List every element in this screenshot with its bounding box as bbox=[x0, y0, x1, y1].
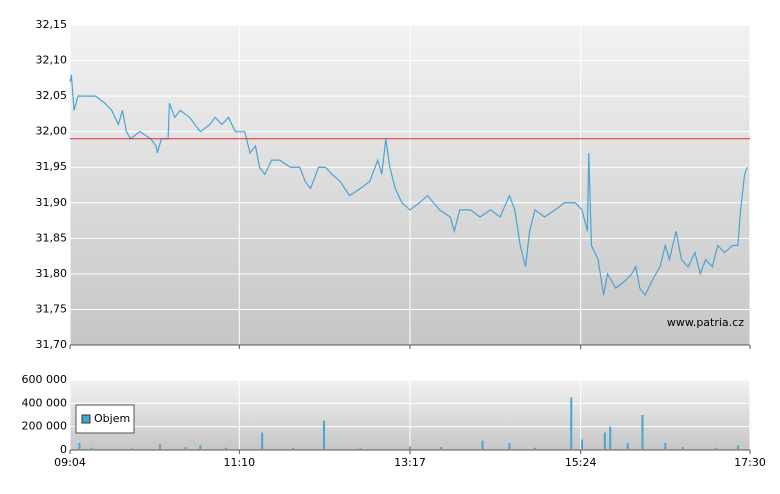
legend-swatch bbox=[81, 414, 91, 424]
volume-bar bbox=[609, 426, 612, 450]
y-tick-label: 32,00 bbox=[36, 125, 68, 138]
y-tick-label: 32,10 bbox=[36, 54, 68, 67]
volume-bar bbox=[90, 447, 93, 450]
y-tick-label: 31,75 bbox=[36, 302, 68, 315]
y-tick-label: 31,80 bbox=[36, 267, 68, 280]
y-tick-label: 400 000 bbox=[22, 396, 68, 409]
volume-bar bbox=[359, 448, 362, 450]
watermark: www.patria.cz bbox=[667, 316, 744, 329]
volume-bar bbox=[292, 447, 295, 450]
volume-bar bbox=[439, 447, 442, 450]
volume-bar bbox=[261, 432, 264, 450]
volume-bar bbox=[224, 447, 227, 450]
volume-bar bbox=[184, 447, 187, 450]
y-tick-label: 31,85 bbox=[36, 231, 68, 244]
y-tick-label: 32,15 bbox=[36, 18, 68, 31]
y-tick-label: 31,70 bbox=[36, 338, 68, 351]
y-tick-label: 32,05 bbox=[36, 89, 68, 102]
x-tick-label: 13:17 bbox=[394, 456, 426, 469]
volume-bar bbox=[581, 439, 584, 450]
volume-bar bbox=[715, 447, 718, 450]
volume-bar bbox=[603, 432, 606, 450]
volume-bar bbox=[736, 445, 739, 450]
volume-bar bbox=[533, 447, 536, 450]
legend-label: Objem bbox=[94, 412, 130, 425]
volume-bar bbox=[681, 447, 684, 450]
volume-bar bbox=[570, 397, 573, 450]
volume-bar bbox=[159, 444, 162, 450]
y-tick-label: 200 000 bbox=[22, 420, 68, 433]
x-tick-label: 15:24 bbox=[565, 456, 597, 469]
x-tick-label: 09:04 bbox=[54, 456, 86, 469]
volume-bar bbox=[199, 445, 202, 450]
volume-bar bbox=[481, 440, 484, 450]
volume-bar bbox=[641, 415, 644, 450]
y-tick-label: 0 bbox=[60, 443, 67, 456]
price-line bbox=[69, 74, 748, 297]
y-tick-label: 600 000 bbox=[22, 373, 68, 386]
volume-bar bbox=[78, 443, 81, 450]
x-tick-label: 11:10 bbox=[223, 456, 255, 469]
y-tick-label: 31,95 bbox=[36, 160, 68, 173]
volume-bar bbox=[130, 448, 133, 450]
volume-bar bbox=[409, 446, 411, 450]
y-tick-label: 31,90 bbox=[36, 196, 68, 209]
x-tick-label: 17:30 bbox=[734, 456, 766, 469]
volume-bar bbox=[322, 420, 325, 450]
volume-bar bbox=[664, 443, 667, 450]
volume-bar bbox=[508, 443, 511, 450]
volume-bar bbox=[626, 443, 629, 450]
